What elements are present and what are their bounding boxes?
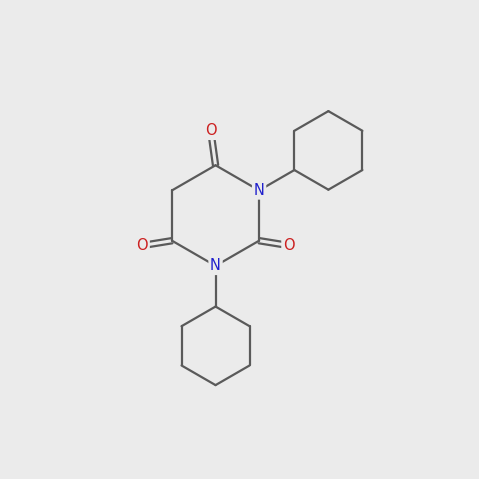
Text: O: O <box>205 123 217 138</box>
Text: N: N <box>254 183 264 198</box>
Text: O: O <box>283 238 295 253</box>
Text: O: O <box>137 238 148 253</box>
Text: N: N <box>210 258 221 274</box>
